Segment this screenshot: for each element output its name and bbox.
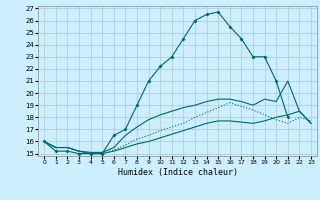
X-axis label: Humidex (Indice chaleur): Humidex (Indice chaleur) [118, 168, 238, 177]
